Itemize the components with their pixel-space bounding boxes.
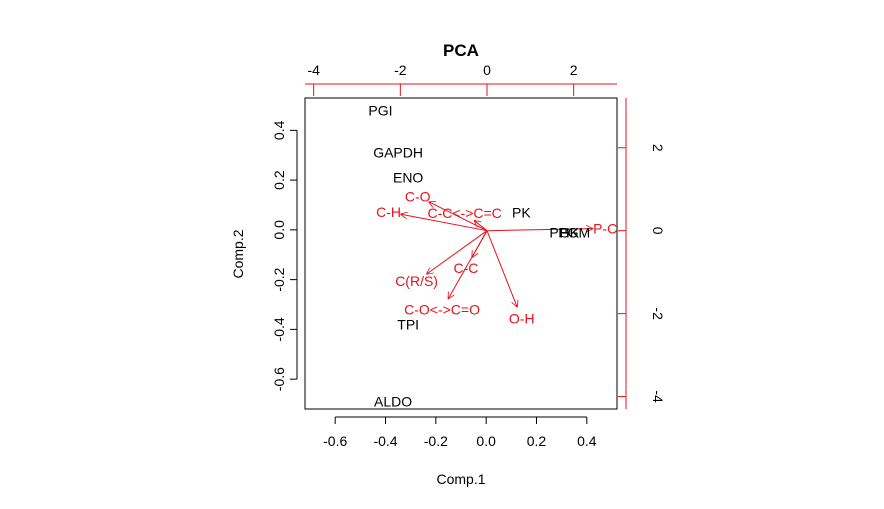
top-tick-label: 2 — [570, 62, 578, 78]
score-label-pgk: PGK — [549, 224, 579, 240]
chart-title: PCA — [443, 41, 479, 60]
y-tick-label: 0.2 — [271, 170, 287, 190]
arrow-c-r-s — [426, 230, 488, 275]
top-tick-label: 0 — [483, 62, 491, 78]
right-tick-label: 0 — [650, 227, 666, 235]
score-label-pk: PK — [512, 204, 531, 220]
x-tick-label: -0.2 — [424, 433, 448, 449]
x-tick-label: -0.6 — [323, 433, 347, 449]
top-tick-label: -4 — [307, 62, 320, 78]
x-axis-top: -4 -2 0 2 — [305, 62, 617, 96]
y-axis-label: Comp.2 — [230, 229, 246, 278]
arrow-p-c — [486, 229, 593, 231]
right-tick-label: -4 — [650, 390, 666, 403]
score-label-hk: HK — [559, 224, 579, 240]
score-label-pgi: PGI — [368, 102, 392, 118]
y-tick-label: -0.2 — [271, 267, 287, 291]
score-label-eno: ENO — [393, 170, 423, 186]
arrow-o-h — [486, 230, 517, 308]
right-tick-label: -2 — [650, 307, 666, 320]
y-axis-right: -4 -2 0 2 — [618, 98, 666, 409]
x-tick-label: 0.4 — [577, 433, 597, 449]
y-axis-left: -0.6 -0.4 -0.2 0.0 0.2 0.4 — [271, 120, 298, 391]
loading-arrows — [400, 201, 593, 308]
top-tick-label: -2 — [394, 62, 407, 78]
score-label-aldo: ALDO — [374, 394, 412, 410]
arrow-c-o-c-o — [448, 230, 488, 299]
loading-label-c-r-s: C(R/S) — [395, 273, 438, 289]
x-tick-label: 0.0 — [476, 433, 496, 449]
x-tick-label: 0.2 — [527, 433, 547, 449]
y-tick-label: 0.0 — [271, 220, 287, 240]
arrow-c-h — [400, 214, 488, 232]
score-label-gapdh: GAPDH — [373, 145, 423, 161]
x-tick-label: -0.4 — [373, 433, 397, 449]
loading-label-c-o-c-o: C-O<->C=O — [404, 302, 480, 318]
y-tick-label: -0.6 — [271, 367, 287, 391]
right-tick-label: 2 — [650, 144, 666, 152]
x-axis-label: Comp.1 — [436, 471, 485, 487]
score-label-pgm: PGM — [558, 224, 590, 240]
x-axis-bottom: -0.6 -0.4 -0.2 0.0 0.2 0.4 — [323, 416, 597, 449]
loading-label-p-c: P-C — [593, 220, 617, 236]
loading-label-c-o: C-O — [405, 188, 431, 204]
loading-label-c-c: C-C — [454, 260, 479, 276]
y-tick-label: -0.4 — [271, 317, 287, 341]
score-label-tpi: TPI — [397, 316, 419, 332]
y-tick-label: 0.4 — [271, 120, 287, 140]
loading-label-c-c-c-c: C-C<->C=C — [427, 205, 501, 221]
loading-label-c-h: C-H — [376, 204, 401, 220]
arrow-c-c-c-c — [474, 220, 488, 232]
loading-labels: C-OC-H C-C<->C=C C(R/S) C-C C-O<->C=O O-H P-C — [376, 188, 617, 326]
plot-frame — [304, 97, 618, 410]
loading-label-o-h: O-H — [509, 311, 535, 327]
